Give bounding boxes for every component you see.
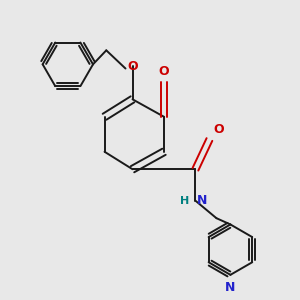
Text: H: H [180, 196, 189, 206]
Text: O: O [213, 123, 224, 136]
Text: O: O [159, 64, 169, 78]
Text: N: N [197, 194, 208, 207]
Text: N: N [225, 281, 236, 294]
Text: O: O [127, 60, 138, 73]
